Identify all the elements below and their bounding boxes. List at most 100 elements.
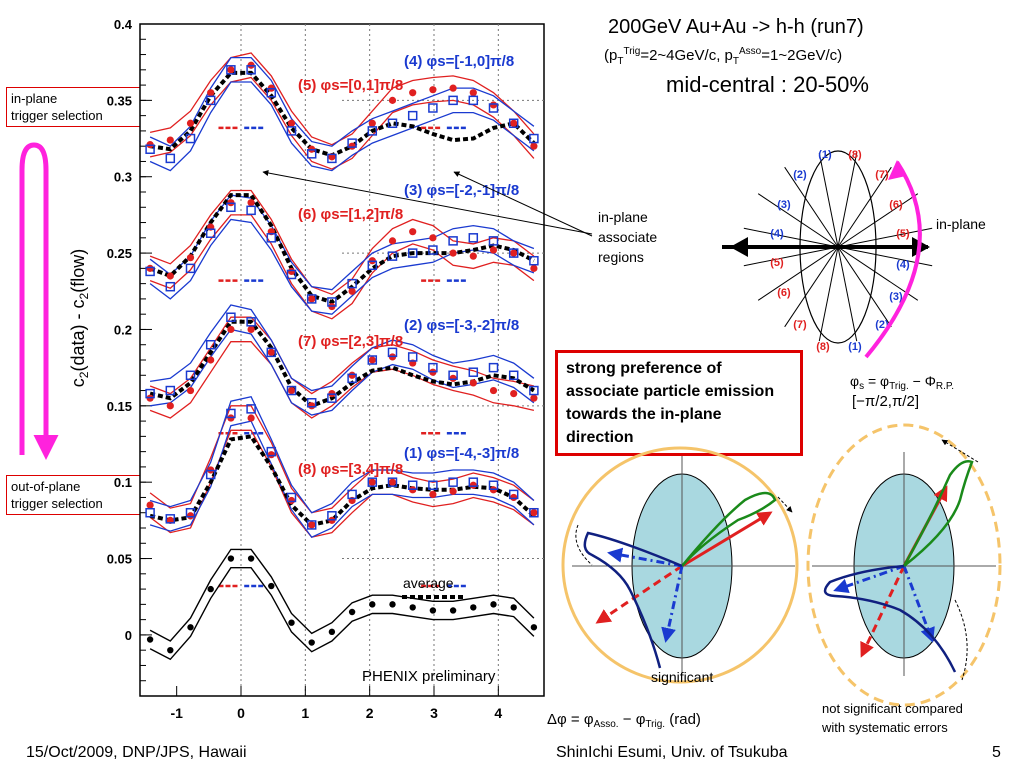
red-data-point (368, 356, 376, 364)
blue-data-point (407, 480, 418, 490)
phi-s-range: [−π/2,π/2] (852, 393, 919, 410)
blue-data-point (266, 347, 277, 358)
kinematics-subtitle: (pTTrig=2~4GeV/c, pTAsso=1~2GeV/c) (604, 46, 843, 67)
blue-data-point (205, 469, 216, 480)
blue-data-point (286, 126, 297, 136)
red-data-point (308, 295, 316, 303)
red-series-label: (6) φs=[1,2]π/8 (298, 206, 403, 223)
blue-data-point (347, 373, 357, 384)
average-data-point (207, 585, 214, 593)
red-data-point (510, 493, 518, 502)
red-data-point (267, 348, 275, 356)
blue-data-point (407, 110, 418, 121)
wheel-sector-label: (3) (777, 199, 791, 211)
blue-data-point (488, 362, 499, 373)
in-plane-emission-circle (561, 446, 799, 684)
phi-s-wheel-diagram: (1) (8) (2) (7) (3) (6) (4) (5) (5) (4) (6) (3) (7) (… (722, 149, 986, 359)
associate-regions-line2: associate (598, 229, 657, 245)
red-data-point (207, 356, 215, 364)
blue-data-point (508, 118, 519, 129)
not-significant-line1: not significant compared (822, 701, 963, 716)
blue-data-point (306, 398, 317, 408)
average-data-point (146, 636, 154, 643)
blue-data-point (488, 236, 499, 246)
blue-data-point (286, 269, 297, 280)
red-data-point (388, 237, 397, 245)
red-data-point (287, 119, 296, 127)
blue-data-point (387, 477, 398, 487)
blue-error-band (150, 328, 535, 416)
x-tick-label: 0 (237, 705, 245, 721)
phi-s-arc-arrowhead (888, 160, 906, 180)
red-data-point (449, 487, 457, 495)
assoc-blue-arrow-2 (661, 565, 684, 643)
red-data-point (207, 89, 215, 97)
plot-frame (139, 23, 545, 697)
blue-data-point (468, 367, 479, 377)
red-data-point (530, 509, 538, 517)
blue-data-point (428, 480, 438, 490)
blue-data-point (266, 87, 277, 98)
blue-data-point (407, 352, 418, 362)
out-of-plane-emission-diagram: not significant compared with systematic… (806, 423, 1002, 735)
blue-data-point (448, 477, 458, 487)
red-data-point (409, 228, 417, 236)
blue-data-point (185, 370, 196, 381)
blue-data-point (407, 248, 418, 258)
blue-data-point (246, 317, 256, 327)
red-data-point (166, 402, 174, 410)
average-data-point (348, 608, 356, 616)
red-data-point (429, 234, 437, 242)
red-data-point (247, 414, 255, 422)
average-data-point (389, 601, 396, 608)
out-of-plane-trigger-line1: out-of-plane (11, 479, 81, 494)
wheel-sector-label: (6) (777, 287, 791, 299)
average-data-point (308, 639, 315, 646)
blue-data-point (145, 266, 155, 277)
red-data-point (510, 390, 518, 398)
red-data-point (510, 119, 518, 127)
wheel-spoke (784, 246, 839, 328)
blue-series-label: (2) φs=[-3,-2]π/8 (404, 317, 519, 334)
blue-error-band (149, 395, 535, 514)
red-data-point (530, 394, 538, 402)
red-data-point (489, 101, 498, 109)
blue-error-band (149, 81, 535, 172)
blue-data-point (488, 103, 499, 113)
out-of-plane-emission-circle (806, 423, 1002, 707)
green-emission-lobe-right (902, 460, 974, 567)
blue-data-point (145, 388, 155, 399)
red-data-point (510, 249, 518, 257)
red-data-point (368, 119, 376, 127)
red-data-point (267, 451, 275, 459)
red-data-point (186, 512, 195, 520)
average-data-point (530, 624, 538, 631)
average-band (149, 548, 535, 642)
blue-data-point (428, 362, 438, 373)
x-axis-label: Δφ = φAsso. − φTrig. (rad) (547, 711, 701, 730)
blue-data-point (468, 95, 479, 106)
red-data-point (388, 478, 397, 486)
red-data-point (469, 252, 477, 260)
blue-data-point (286, 492, 297, 503)
red-data-point (449, 374, 457, 382)
blue-data-point (165, 514, 176, 524)
blue-data-point (145, 144, 155, 154)
blue-data-point (306, 520, 317, 530)
wheel-spoke (757, 193, 839, 248)
wheel-spoke (837, 246, 892, 328)
blue-data-point (468, 477, 479, 487)
wheel-spoke (743, 246, 839, 267)
trigger-selection-arrow (19, 142, 59, 460)
wheel-sector-label: (8) (816, 341, 830, 353)
blue-data-point (468, 233, 479, 243)
blue-error-band (150, 304, 535, 392)
blue-data-point (367, 126, 378, 136)
blue-data-point (246, 404, 256, 414)
phi-s-formula: φs = φTrig. − ΦR.P. (850, 373, 954, 392)
y-tick-label: 0.4 (114, 17, 133, 32)
wheel-sector-label: (2) (793, 169, 807, 181)
average-data-point (268, 582, 275, 590)
assoc-blue-arrow-right-2 (902, 565, 935, 643)
red-data-point (247, 199, 255, 207)
